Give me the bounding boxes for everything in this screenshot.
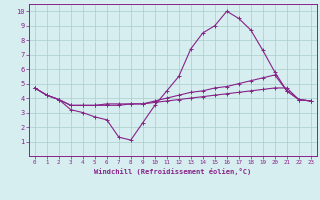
X-axis label: Windchill (Refroidissement éolien,°C): Windchill (Refroidissement éolien,°C) bbox=[94, 168, 252, 175]
